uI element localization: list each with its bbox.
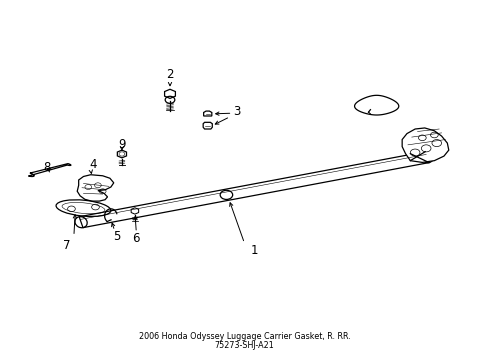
Text: 9: 9: [118, 138, 125, 151]
Text: 2006 Honda Odyssey Luggage Carrier Gasket, R. RR.: 2006 Honda Odyssey Luggage Carrier Gaske…: [138, 332, 350, 341]
Text: 1: 1: [250, 244, 257, 257]
Text: 7: 7: [63, 239, 70, 252]
Text: 2: 2: [166, 68, 173, 81]
Text: 75273-SHJ-A21: 75273-SHJ-A21: [214, 341, 274, 350]
Text: 3: 3: [233, 105, 241, 118]
Polygon shape: [79, 152, 428, 228]
Text: 5: 5: [113, 230, 121, 243]
Polygon shape: [401, 128, 448, 162]
Text: 8: 8: [43, 161, 51, 174]
Polygon shape: [77, 175, 114, 201]
Text: 6: 6: [132, 231, 140, 244]
Text: 4: 4: [89, 158, 97, 171]
